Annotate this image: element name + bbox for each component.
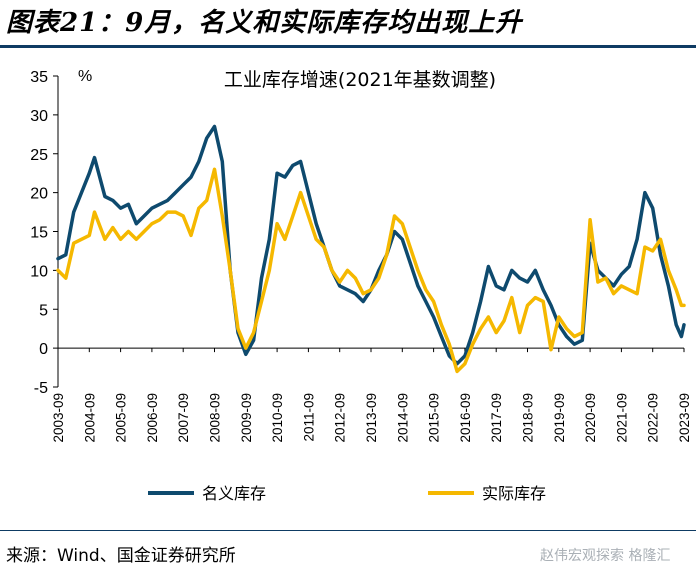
- y-tick-label: 35: [30, 69, 48, 86]
- x-tick-label: 2020-09: [583, 393, 598, 443]
- x-tick-label: 2017-09: [489, 393, 504, 443]
- title-rule: [0, 45, 696, 48]
- y-tick-label: 5: [39, 302, 48, 319]
- y-tick-label: -5: [34, 380, 48, 397]
- x-tick-label: 2021-09: [614, 393, 629, 443]
- x-tick-label: 2005-09: [114, 393, 129, 443]
- x-tick-label: 2003-09: [51, 393, 66, 443]
- figure-title: 图表21：9月，名义和实际库存均出现上升: [6, 8, 523, 38]
- x-tick-label: 2013-09: [364, 393, 379, 443]
- x-tick-label: 2006-09: [145, 393, 160, 443]
- chart-svg: 工业库存增速(2021年基数调整) % 35 30 25 20 15 10 5 0 -52003…: [30, 68, 692, 503]
- legend-label-nominal: 名义库存: [202, 484, 266, 503]
- x-tick-label: 2015-09: [427, 393, 442, 443]
- x-tick-label: 2019-09: [552, 393, 567, 443]
- y-tick-label: 0: [39, 341, 48, 358]
- bottom-rule: [0, 530, 696, 531]
- y-axis-unit: %: [78, 68, 92, 85]
- x-tick-label: 2007-09: [176, 393, 191, 443]
- source-note: 来源：Wind、国金证券研究所: [6, 546, 236, 566]
- x-tick-label: 2018-09: [521, 393, 536, 443]
- series-group: [56, 124, 686, 374]
- y-tick-label: 15: [30, 225, 48, 242]
- x-tick-label: 2009-09: [239, 393, 254, 443]
- x-tick-label: 2011-09: [301, 393, 316, 442]
- x-tick-label: 2016-09: [458, 393, 473, 443]
- series-line-real: [56, 167, 686, 374]
- y-tick-label: 25: [30, 147, 48, 164]
- y-tick-label: 20: [30, 186, 48, 203]
- x-tick-label: 2010-09: [270, 393, 285, 443]
- x-tick-label: 2014-09: [395, 393, 410, 443]
- y-tick-label: 30: [30, 108, 48, 125]
- x-tick-label: 2004-09: [82, 393, 97, 443]
- legend-label-real: 实际库存: [482, 484, 546, 503]
- chart-title: 工业库存增速(2021年基数调整): [224, 69, 496, 91]
- x-tick-label: 2022-09: [646, 393, 661, 443]
- x-tick-label: 2012-09: [333, 393, 348, 443]
- x-tick-label: 2023-09: [677, 393, 692, 443]
- y-tick-label: 10: [30, 263, 48, 280]
- legend: 名义库存 实际库存: [148, 484, 546, 503]
- x-tick-label: 2008-09: [208, 393, 223, 443]
- watermark: 赵伟宏观探索 格隆汇: [540, 548, 671, 564]
